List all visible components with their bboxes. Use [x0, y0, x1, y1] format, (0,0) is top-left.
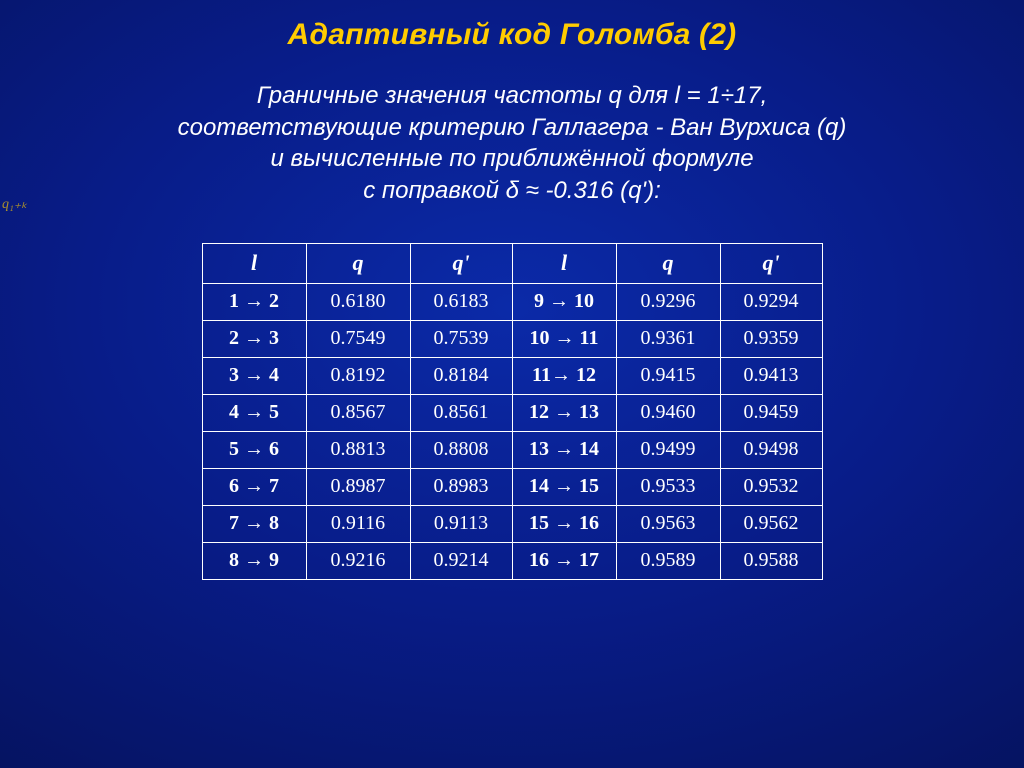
table-cell-l: 16 → 17 — [512, 542, 616, 579]
table-header-cell: l — [512, 243, 616, 283]
table-row: 5 → 60.88130.880813 → 140.94990.9498 — [202, 431, 822, 468]
table-cell-l: 2 → 3 — [202, 320, 306, 357]
table-cell-value: 0.8987 — [306, 468, 410, 505]
table-cell-l: 5 → 6 — [202, 431, 306, 468]
table-cell-value: 0.9214 — [410, 542, 512, 579]
subtitle-line: Граничные значения частоты q для l = 1÷1… — [0, 80, 1024, 112]
subtitle-line: соответствующие критерию Галлагера - Ван… — [0, 112, 1024, 144]
table-cell-l: 4 → 5 — [202, 394, 306, 431]
table-row: 8 → 90.92160.921416 → 170.95890.9588 — [202, 542, 822, 579]
table-body: 1 → 20.61800.61839 → 100.92960.92942 → 3… — [202, 283, 822, 579]
table-cell-value: 0.6180 — [306, 283, 410, 320]
table-cell-value: 0.7539 — [410, 320, 512, 357]
table-cell-l: 3 → 4 — [202, 357, 306, 394]
slide: Адаптивный код Голомба (2) Граничные зна… — [0, 0, 1024, 768]
table-cell-value: 0.9116 — [306, 505, 410, 542]
table-cell-value: 0.8192 — [306, 357, 410, 394]
table-cell-value: 0.9532 — [720, 468, 822, 505]
table-cell-value: 0.9589 — [616, 542, 720, 579]
table-cell-l: 7 → 8 — [202, 505, 306, 542]
edge-mark: q₁₊ₖ — [2, 196, 27, 213]
slide-title: Адаптивный код Голомба (2) — [0, 18, 1024, 52]
table-row: 2 → 30.75490.753910 → 110.93610.9359 — [202, 320, 822, 357]
table-cell-value: 0.9359 — [720, 320, 822, 357]
table-cell-value: 0.8813 — [306, 431, 410, 468]
table-cell-value: 0.9562 — [720, 505, 822, 542]
table-cell-value: 0.9498 — [720, 431, 822, 468]
table-cell-l: 15 → 16 — [512, 505, 616, 542]
table-header-cell: q' — [410, 243, 512, 283]
table-cell-value: 0.8184 — [410, 357, 512, 394]
table-cell-value: 0.8983 — [410, 468, 512, 505]
table-cell-l: 9 → 10 — [512, 283, 616, 320]
table-cell-l: 1 → 2 — [202, 283, 306, 320]
table-cell-l: 13 → 14 — [512, 431, 616, 468]
data-table: lqq'lqq' 1 → 20.61800.61839 → 100.92960.… — [202, 243, 823, 580]
table-header-cell: q' — [720, 243, 822, 283]
table-cell-l: 12 → 13 — [512, 394, 616, 431]
table-cell-value: 0.9413 — [720, 357, 822, 394]
table-cell-value: 0.9296 — [616, 283, 720, 320]
table-header-row: lqq'lqq' — [202, 243, 822, 283]
table-cell-l: 6 → 7 — [202, 468, 306, 505]
table-wrap: lqq'lqq' 1 → 20.61800.61839 → 100.92960.… — [0, 243, 1024, 580]
table-header-cell: q — [306, 243, 410, 283]
table-cell-value: 0.9361 — [616, 320, 720, 357]
table-cell-l: 8 → 9 — [202, 542, 306, 579]
table-cell-value: 0.9459 — [720, 394, 822, 431]
table-cell-l: 10 → 11 — [512, 320, 616, 357]
table-row: 6 → 70.89870.898314 → 150.95330.9532 — [202, 468, 822, 505]
table-cell-value: 0.9588 — [720, 542, 822, 579]
table-row: 7 → 80.91160.911315 → 160.95630.9562 — [202, 505, 822, 542]
table-cell-value: 0.9294 — [720, 283, 822, 320]
table-row: 1 → 20.61800.61839 → 100.92960.9294 — [202, 283, 822, 320]
table-row: 3 → 40.81920.818411→ 120.94150.9413 — [202, 357, 822, 394]
table-header-cell: l — [202, 243, 306, 283]
subtitle-line: с поправкой δ ≈ -0.316 (q'): — [0, 175, 1024, 207]
slide-subtitle: Граничные значения частоты q для l = 1÷1… — [0, 80, 1024, 207]
table-cell-value: 0.9563 — [616, 505, 720, 542]
table-cell-value: 0.8808 — [410, 431, 512, 468]
table-cell-value: 0.9216 — [306, 542, 410, 579]
table-cell-value: 0.8561 — [410, 394, 512, 431]
table-cell-value: 0.8567 — [306, 394, 410, 431]
table-cell-value: 0.9415 — [616, 357, 720, 394]
table-cell-value: 0.9113 — [410, 505, 512, 542]
table-cell-l: 11→ 12 — [512, 357, 616, 394]
table-header-cell: q — [616, 243, 720, 283]
table-cell-value: 0.7549 — [306, 320, 410, 357]
table-cell-l: 14 → 15 — [512, 468, 616, 505]
table-cell-value: 0.9499 — [616, 431, 720, 468]
table-cell-value: 0.9533 — [616, 468, 720, 505]
subtitle-line: и вычисленные по приближённой формуле — [0, 143, 1024, 175]
table-cell-value: 0.6183 — [410, 283, 512, 320]
table-row: 4 → 50.85670.856112 → 130.94600.9459 — [202, 394, 822, 431]
table-head: lqq'lqq' — [202, 243, 822, 283]
table-cell-value: 0.9460 — [616, 394, 720, 431]
